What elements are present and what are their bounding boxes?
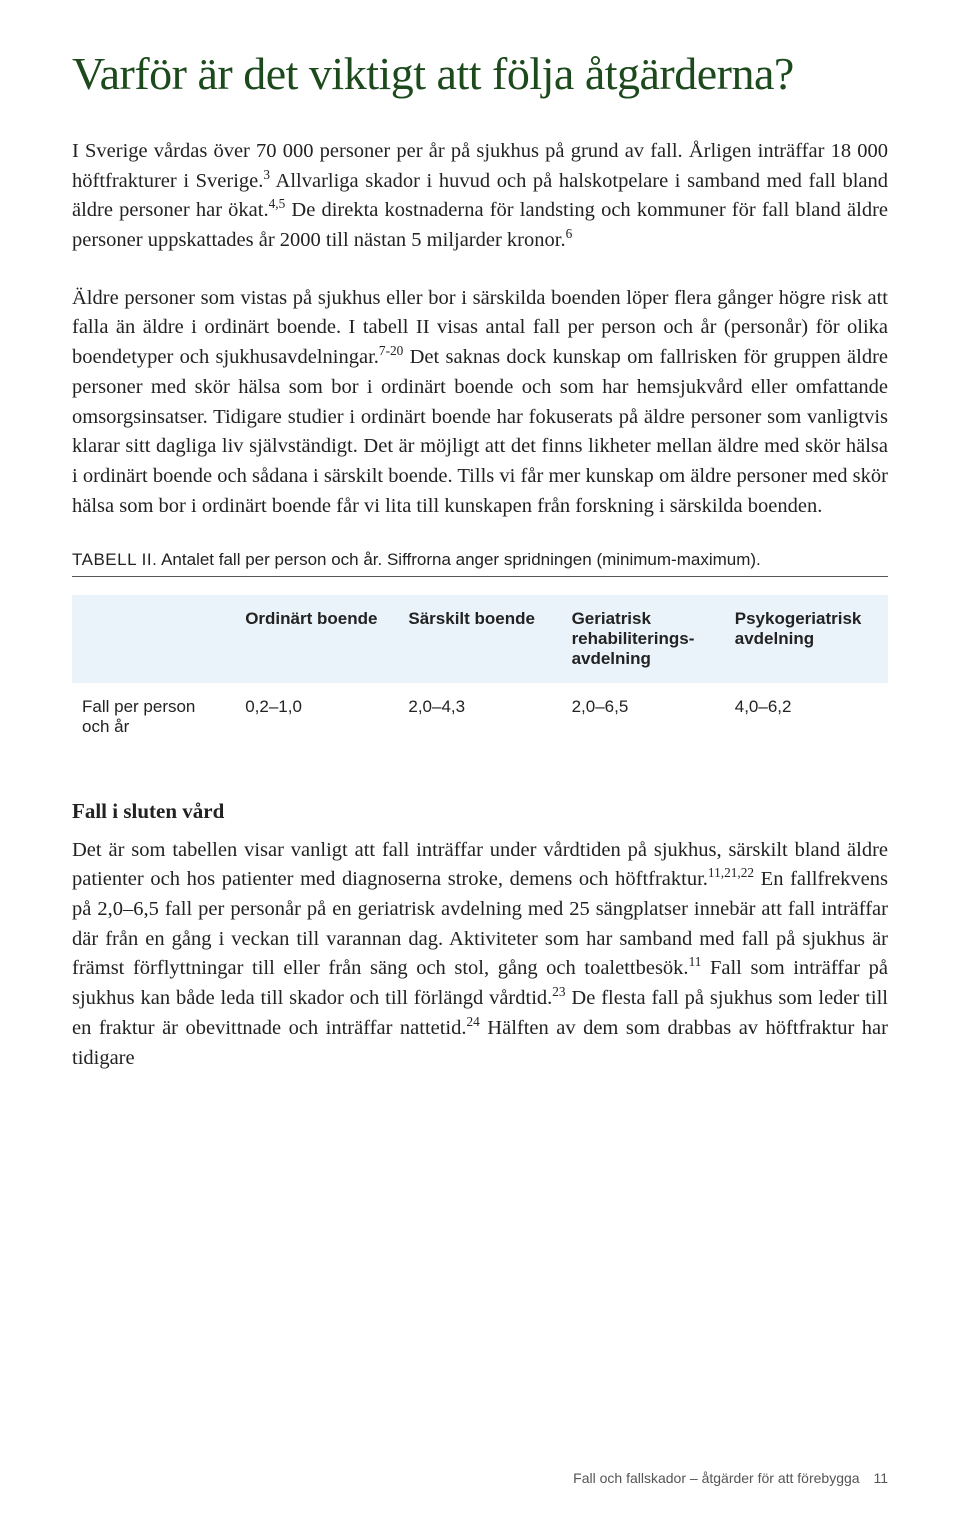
- table-caption: TABELL II. Antalet fall per person och å…: [72, 550, 888, 570]
- subheading: Fall i sluten vård: [72, 799, 888, 824]
- page-heading: Varför är det viktigt att följa åtgärder…: [72, 48, 888, 101]
- table-col-geriatrisk: Geriatriskrehabiliterings-avdelning: [562, 595, 725, 683]
- table-cell: 0,2–1,0: [235, 683, 398, 751]
- data-table: Ordinärt boende Särskilt boende Geriatri…: [72, 595, 888, 751]
- table-row: Fall per person och år 0,2–1,0 2,0–4,3 2…: [72, 683, 888, 751]
- table-cell: 4,0–6,2: [725, 683, 888, 751]
- table-col-empty: [72, 595, 235, 683]
- table-col-ordinart: Ordinärt boende: [235, 595, 398, 683]
- footer-page-number: 11: [873, 1470, 888, 1486]
- table-cell: 2,0–4,3: [398, 683, 561, 751]
- page-footer: Fall och fallskador – åtgärder för att f…: [573, 1470, 888, 1486]
- table-divider: [72, 576, 888, 577]
- paragraph-2: Äldre personer som vistas på sjukhus ell…: [72, 284, 888, 522]
- footer-title: Fall och fallskador – åtgärder för att f…: [573, 1470, 859, 1486]
- table-caption-text: Antalet fall per person och år. Siffrorn…: [157, 550, 760, 569]
- paragraph-3: Det är som tabellen visar vanligt att fa…: [72, 836, 888, 1074]
- table-col-sarskilt: Särskilt boende: [398, 595, 561, 683]
- table-label: TABELL II.: [72, 550, 157, 569]
- table-row-label: Fall per person och år: [72, 683, 235, 751]
- table-header-row: Ordinärt boende Särskilt boende Geriatri…: [72, 595, 888, 683]
- paragraph-1: I Sverige vårdas över 70 000 personer pe…: [72, 137, 888, 256]
- table-col-psykogeriatrisk: Psykogeriatriskavdelning: [725, 595, 888, 683]
- table-cell: 2,0–6,5: [562, 683, 725, 751]
